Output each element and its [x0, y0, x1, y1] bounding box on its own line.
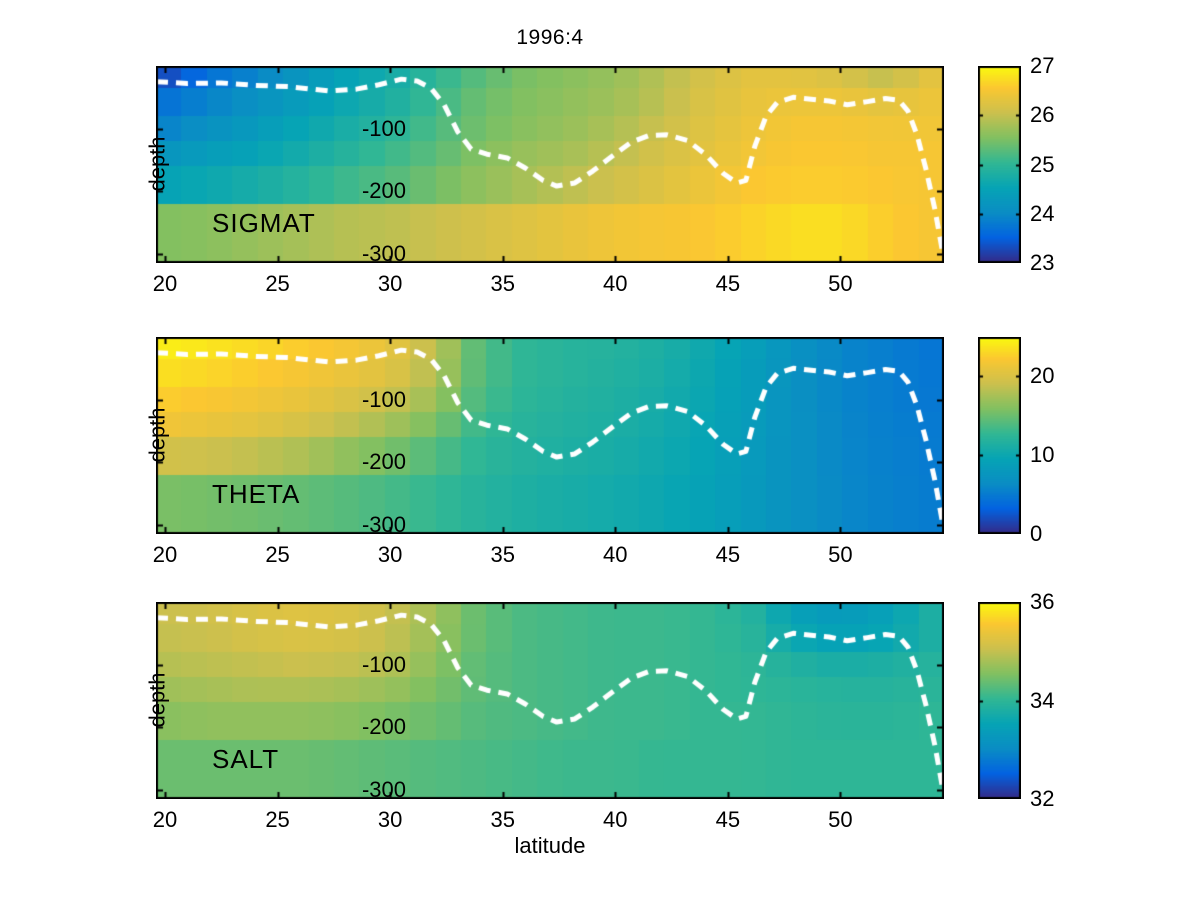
colorbar-tick-label: 20 [1030, 363, 1055, 389]
x-tick-label: 40 [603, 807, 628, 832]
x-tick-label: 45 [715, 807, 741, 832]
y-tick-label: -100 [361, 115, 406, 141]
x-tick-label: 30 [377, 542, 403, 567]
y-tick-label: -300 [361, 240, 406, 266]
y-tick-label: -100 [361, 386, 406, 412]
x-tick-label: 30 [377, 807, 403, 832]
x-tick-label: 30 [377, 271, 403, 296]
theta-colorbar-canvas [978, 337, 1021, 534]
x-tick-label: 35 [490, 271, 515, 296]
x-tick-label: 45 [715, 542, 741, 567]
colorbar-tick-label: 26 [1030, 102, 1055, 128]
salt-colorbar [978, 602, 1021, 799]
x-tick-label: 20 [152, 807, 178, 832]
figure-title: 1996:4 [516, 26, 584, 49]
x-tick-label: 35 [490, 807, 515, 832]
salt-heatmap-canvas [156, 602, 944, 799]
x-tick-label: 35 [490, 542, 515, 567]
colorbar-tick-label: 34 [1030, 687, 1055, 713]
colorbar-tick-label: 36 [1030, 589, 1055, 614]
colorbar-tick-label: 32 [1030, 786, 1055, 811]
salt-panel: SALT depth 20 25 30 35 40 45 50 [145, 602, 944, 832]
x-tick-label: 50 [828, 542, 853, 567]
y-tick-label: -300 [361, 511, 406, 537]
salt-y-axis-label: depth [144, 672, 170, 728]
x-tick-label: 20 [152, 271, 178, 296]
y-tick-label: -200 [361, 449, 406, 475]
y-tick-label: -200 [361, 714, 406, 740]
sigmat-colorbar-canvas [978, 66, 1021, 263]
x-tick-label: 50 [828, 271, 853, 296]
x-tick-label: 25 [265, 271, 290, 296]
salt-colorbar-canvas [978, 602, 1021, 799]
x-tick-label: 50 [828, 807, 853, 832]
x-tick-label: 20 [152, 542, 178, 567]
colorbar-tick-label: 0 [1030, 521, 1043, 546]
salt-panel-label: SALT [212, 744, 280, 774]
theta-y-axis-label: depth [144, 407, 170, 463]
sigmat-y-axis-label: depth [144, 136, 170, 192]
x-tick-label: 40 [603, 542, 628, 567]
theta-panel-label: THETA [212, 479, 301, 509]
colorbar-tick-label: 10 [1030, 442, 1055, 468]
x-axis-label: latitude [514, 833, 586, 858]
sigmat-panel: SIGMAT depth 20 25 30 35 40 45 50 [145, 66, 944, 296]
theta-panel: THETA depth 20 25 30 35 40 45 50 [145, 337, 944, 567]
colorbar-tick-label: 25 [1030, 151, 1055, 177]
colorbar-tick-label: 23 [1030, 250, 1055, 275]
x-tick-label: 40 [603, 271, 628, 296]
y-tick-label: -300 [361, 776, 406, 802]
sigmat-colorbar [978, 66, 1021, 263]
y-tick-label: -200 [361, 178, 406, 204]
colorbar-tick-label: 27 [1030, 53, 1055, 78]
colorbar-tick-label: 24 [1030, 200, 1055, 226]
x-tick-label: 45 [715, 271, 741, 296]
sigmat-panel-label: SIGMAT [212, 208, 316, 238]
sigmat-heatmap-canvas [156, 66, 944, 263]
y-tick-label: -100 [361, 651, 406, 677]
x-tick-label: 25 [265, 542, 290, 567]
theta-colorbar [978, 337, 1021, 534]
x-tick-label: 25 [265, 807, 290, 832]
theta-heatmap-canvas [156, 337, 944, 534]
